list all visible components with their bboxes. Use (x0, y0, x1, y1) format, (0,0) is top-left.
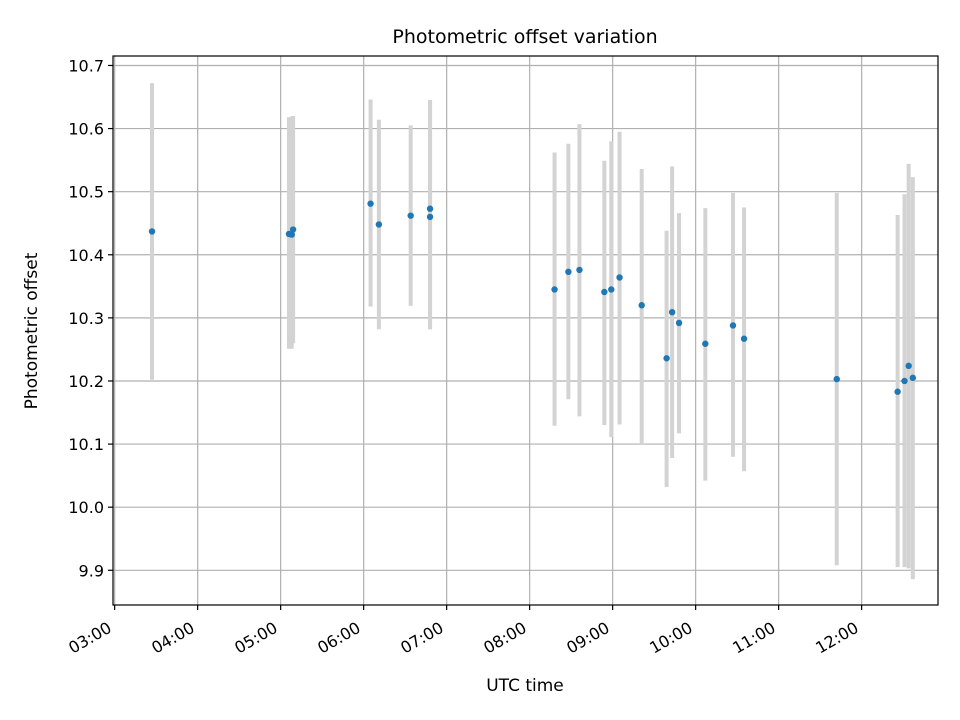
grid (113, 56, 938, 605)
y-axis-label: Photometric offset (22, 252, 42, 409)
data-point (551, 286, 558, 293)
y-tick-label: 10.1 (68, 435, 104, 454)
y-tick-label: 9.9 (79, 561, 104, 580)
data-point (608, 286, 615, 293)
data-point (616, 274, 623, 281)
data-point (601, 288, 608, 296)
data-point (663, 355, 670, 362)
data-point (638, 302, 645, 309)
data-point (565, 268, 572, 276)
data-point (367, 200, 374, 207)
data-point (289, 226, 297, 233)
y-tick-label: 10.2 (68, 372, 104, 391)
data-point (288, 231, 295, 238)
y-tick-label: 10.0 (68, 498, 104, 517)
data-point (901, 377, 908, 385)
data-point (668, 309, 676, 316)
data-points (148, 200, 917, 395)
chart-title: Photometric offset variation (392, 26, 657, 48)
data-point (426, 205, 434, 212)
plot-frame (112, 55, 939, 606)
y-tick-label: 10.6 (68, 120, 104, 139)
data-point (407, 212, 414, 219)
data-point (148, 228, 156, 235)
y-tick-label: 10.3 (68, 309, 104, 328)
data-point (375, 221, 383, 228)
data-point (894, 388, 901, 395)
y-tick-label: 10.4 (68, 246, 104, 265)
x-axis-label: UTC time (486, 676, 564, 696)
data-point (909, 374, 917, 382)
data-point (576, 266, 583, 274)
data-point (905, 362, 912, 370)
data-point (675, 319, 683, 327)
data-point (702, 340, 709, 347)
data-point (833, 375, 840, 383)
y-tick-label: 10.7 (68, 56, 104, 75)
y-axis-ticks: 9.9 10.0 10.1 10.2 10.3 10.4 10.5 10.6 10.7 (68, 56, 113, 580)
y-tick-label: 10.5 (68, 183, 104, 202)
data-point (740, 335, 748, 342)
data-point (729, 322, 737, 329)
data-point (426, 213, 434, 221)
